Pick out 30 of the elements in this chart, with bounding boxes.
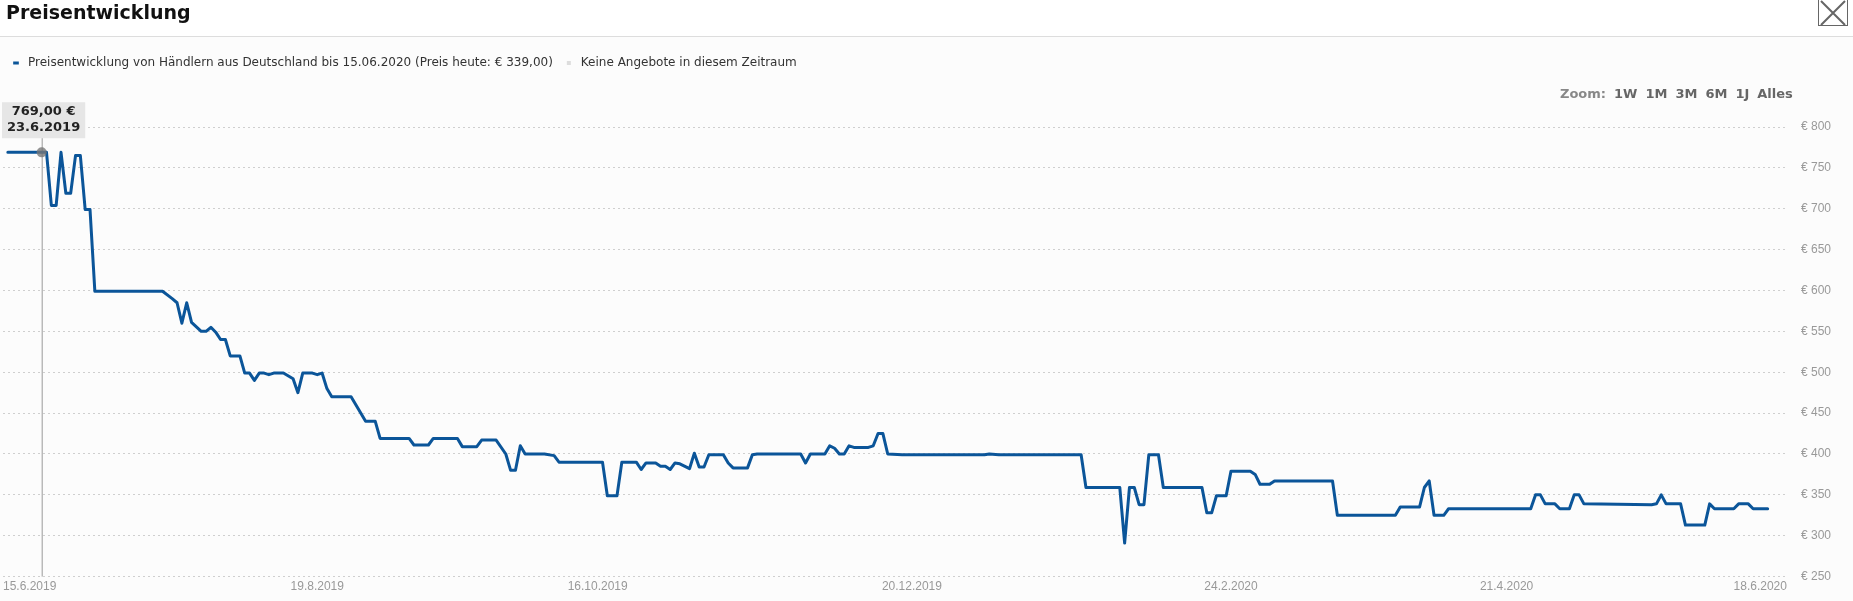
- text: 3M: [1675, 86, 1698, 101]
- y-tick-label: € 500: [1800, 364, 1832, 379]
- legend-label: Keine Angebote in diesem Zeitraum: [580, 55, 797, 70]
- y-tick-label: € 350: [1800, 487, 1832, 502]
- x-tick-label: 15.6.2019: [3, 579, 57, 594]
- text: 1J: [1735, 86, 1750, 101]
- x-tick-label: 18.6.2020: [1733, 579, 1788, 594]
- x-tick-label: 24.2.2020: [1204, 579, 1259, 594]
- y-tick-label: € 250: [1800, 568, 1832, 583]
- text: 1M: [1645, 86, 1668, 101]
- x-tick-label: 20.12.2019: [881, 579, 943, 594]
- y-tick-label: € 800: [1800, 119, 1832, 134]
- y-tick-label: € 300: [1800, 528, 1832, 543]
- y-tick-label: € 600: [1800, 282, 1832, 297]
- y-tick-label: € 750: [1800, 160, 1832, 175]
- y-tick-label: € 650: [1800, 241, 1832, 256]
- text: Zoom:: [1560, 86, 1607, 101]
- x-tick-label: 21.4.2020: [1479, 579, 1534, 594]
- y-tick-label: € 700: [1800, 201, 1832, 216]
- chart-title: Preisentwicklung: [6, 1, 191, 23]
- y-tick-label: € 400: [1800, 446, 1832, 461]
- y-tick-label: € 550: [1800, 323, 1832, 338]
- text: Alles: [1757, 86, 1793, 101]
- legend-label: Preisentwicklung von Händlern aus Deutschland bis 15.06.2020 (Preis heute: € 339,00): [28, 55, 553, 70]
- text: 1W: [1614, 86, 1638, 101]
- annotation: 769,00 € 23.6.2019: [7, 103, 81, 135]
- x-tick-label: 19.8.2019: [290, 579, 345, 594]
- x-tick-label: 16.10.2019: [567, 579, 629, 594]
- y-tick-label: € 450: [1800, 405, 1832, 420]
- text: 6M: [1705, 86, 1728, 101]
